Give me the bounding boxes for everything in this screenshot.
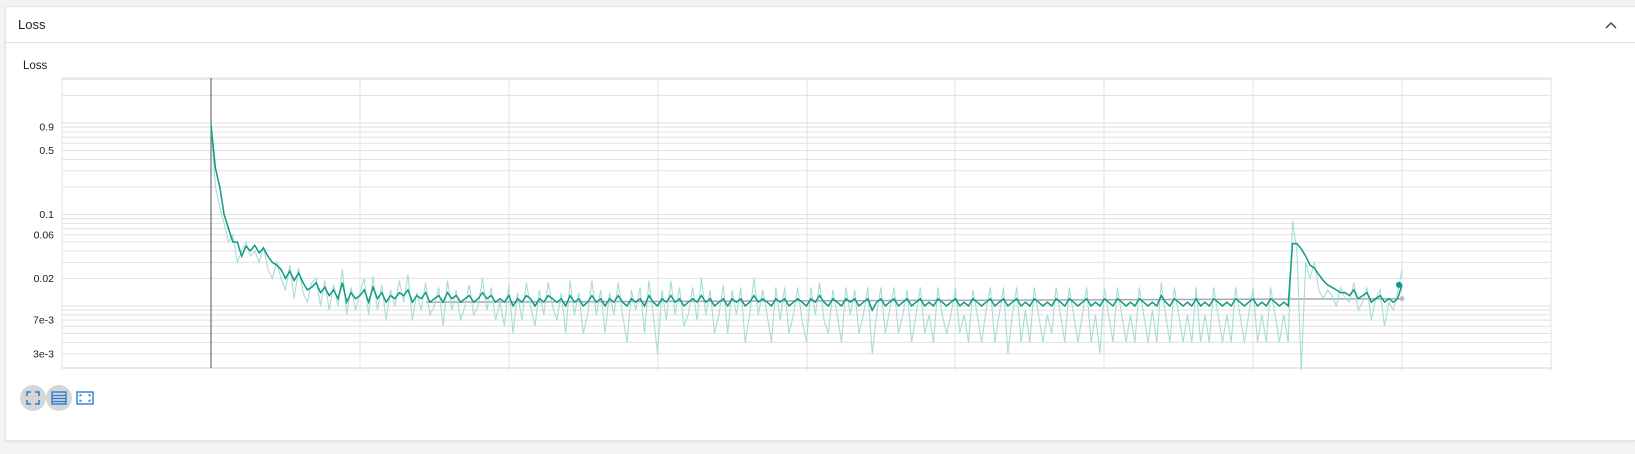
chart-toolbar <box>20 384 98 412</box>
y-tick-label: 0.1 <box>39 209 54 221</box>
y-tick-label: 0.9 <box>39 122 54 134</box>
chevron-up-icon <box>1605 22 1617 29</box>
loss-card: Loss Loss 3e-3 7e-3 0.02 0.06 0.1 0.5 0.9 <box>5 6 1635 441</box>
card-title: Loss <box>18 17 46 32</box>
y-tick-label: 0.5 <box>39 145 54 157</box>
card-header: Loss <box>6 7 1635 43</box>
fit-domain-button[interactable] <box>72 385 98 411</box>
fullscreen-icon <box>26 391 40 405</box>
y-tick-label: 0.06 <box>34 229 55 241</box>
y-tick-label: 3e-3 <box>33 348 54 360</box>
reference-end-point <box>1399 296 1405 302</box>
loss-chart: 3e-3 7e-3 0.02 0.06 0.1 0.5 0.9 <box>33 77 1552 371</box>
chart-title: Loss <box>23 60 48 72</box>
y-tick-label: 7e-3 <box>33 315 54 327</box>
list-icon <box>51 391 67 405</box>
raw-series-line <box>210 127 1403 370</box>
fullscreen-button[interactable] <box>20 385 46 411</box>
toggle-log-scale-button[interactable] <box>46 385 72 411</box>
y-tick-label: 0.02 <box>34 273 55 285</box>
last-value-point <box>1396 281 1402 288</box>
fit-domain-icon <box>76 391 94 405</box>
smoothed-series-line <box>210 124 1403 312</box>
collapse-button[interactable] <box>1601 15 1621 35</box>
